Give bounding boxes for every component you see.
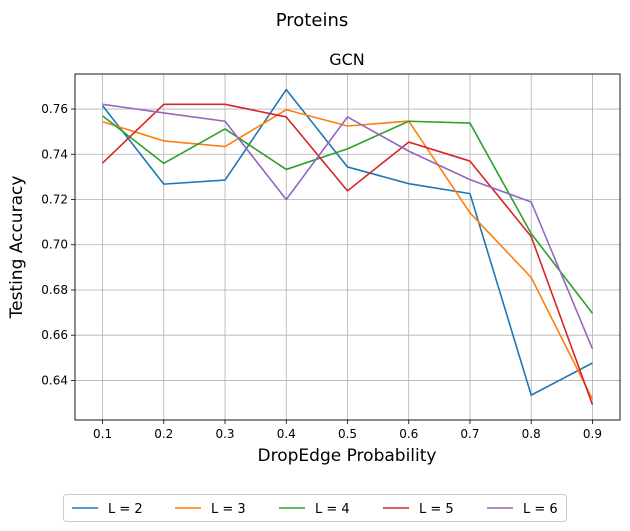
y-tick-label: 0.76 (41, 102, 68, 116)
x-tick-label: 0.3 (215, 427, 234, 441)
x-tick-label: 0.9 (583, 427, 602, 441)
legend-label: L = 2 (108, 502, 143, 517)
series-line-1 (101, 88, 593, 396)
x-tick-label: 0.4 (277, 427, 296, 441)
legend-label: L = 3 (211, 502, 246, 517)
y-tick-label: 0.72 (41, 193, 68, 207)
y-tick-label: 0.74 (41, 147, 68, 161)
legend-items: L = 2 L = 3 L = 4 L = 5 L = 6 (72, 502, 558, 517)
series-line-5 (102, 103, 594, 350)
series-lines (101, 88, 594, 405)
x-tick-label: 0.2 (154, 427, 173, 441)
legend-label: L = 4 (315, 502, 350, 517)
legend-frame (63, 494, 567, 522)
legend: L = 2 L = 3 L = 4 L = 5 L = 6 (63, 494, 567, 522)
x-tick-label: 0.6 (399, 427, 418, 441)
y-tick-label: 0.66 (41, 328, 68, 342)
y-tick-label: 0.64 (41, 373, 68, 387)
y-axis-ticks: 0.64 0.66 0.68 0.70 0.72 0.74 0.76 (41, 102, 75, 387)
x-axis-label: DropEdge Probability (258, 446, 437, 466)
x-tick-label: 0.1 (93, 427, 112, 441)
y-tick-label: 0.68 (41, 283, 68, 297)
legend-label: L = 6 (523, 502, 558, 517)
series-line-2 (102, 108, 594, 400)
x-tick-label: 0.7 (460, 427, 479, 441)
plot-area: 0.1 0.2 0.3 0.4 0.5 0.6 0.7 0.8 0.9 0.64 0.66 0.68… (41, 73, 621, 441)
y-axis-label: Testing Accuracy (7, 176, 27, 320)
legend-label: L = 5 (419, 502, 454, 517)
chart-suptitle: Proteins (276, 10, 348, 31)
x-axis-ticks: 0.1 0.2 0.3 0.4 0.5 0.6 0.7 0.8 0.9 (93, 420, 602, 441)
series-line-4 (102, 103, 594, 405)
y-tick-label: 0.70 (41, 238, 68, 252)
gridlines (75, 74, 620, 420)
chart-title: GCN (329, 50, 365, 69)
series-line-3 (102, 115, 594, 314)
x-tick-label: 0.5 (338, 427, 357, 441)
x-tick-label: 0.8 (522, 427, 541, 441)
